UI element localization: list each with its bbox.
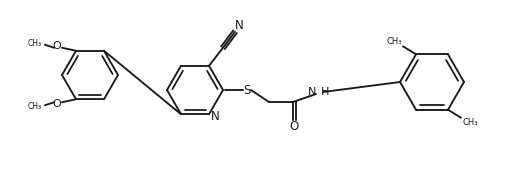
Text: N: N — [210, 110, 219, 123]
Text: N: N — [235, 19, 244, 32]
Text: O: O — [53, 99, 62, 109]
Text: CH₃: CH₃ — [462, 118, 478, 127]
Text: S: S — [244, 83, 251, 96]
Text: CH₃: CH₃ — [386, 37, 402, 46]
Text: N: N — [308, 87, 316, 97]
Text: O: O — [53, 41, 62, 51]
Text: O: O — [289, 121, 299, 134]
Text: H: H — [321, 87, 329, 97]
Text: CH₃: CH₃ — [28, 102, 42, 111]
Text: CH₃: CH₃ — [28, 39, 42, 48]
